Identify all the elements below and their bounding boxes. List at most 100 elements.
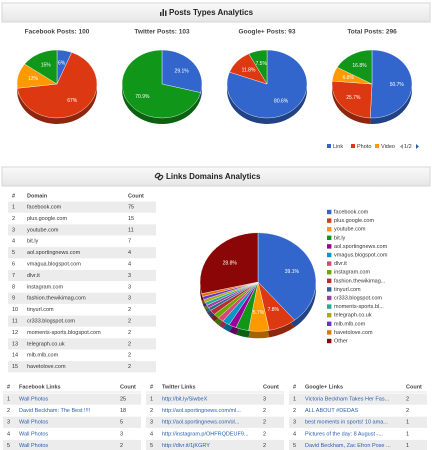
table-cell: 5 — [293, 443, 296, 449]
table-cell: 4 — [128, 261, 131, 267]
table-cell: Victoria Beckham Takes Her Fas... — [305, 396, 390, 402]
legend-swatch — [327, 244, 332, 249]
table-cell: 3 — [128, 273, 131, 279]
pie-title: Total Posts: 296 — [347, 29, 397, 36]
legend-label: Photo — [357, 144, 371, 150]
table-row — [3, 428, 141, 440]
legend-label: Other — [334, 338, 348, 344]
table-cell: Wall Photos — [19, 443, 48, 449]
table-cell: 1 — [406, 420, 409, 426]
slice-label: 25.7% — [346, 95, 361, 101]
table-row — [8, 315, 156, 327]
table-cell: 4 — [150, 431, 153, 437]
legend-swatch — [375, 144, 379, 148]
table-cell: 5 — [12, 250, 15, 256]
table-cell: havetolove.com — [27, 364, 66, 370]
table-row — [8, 304, 156, 316]
table-row — [146, 416, 284, 428]
table-cell: 2 — [263, 443, 266, 449]
table-row — [3, 405, 141, 417]
column-header: # — [293, 384, 296, 390]
legend-swatch — [327, 321, 332, 326]
pie-slice — [161, 49, 203, 93]
slice-label: 28.8% — [223, 260, 238, 266]
table-row — [8, 338, 156, 350]
legend-page: 1/2 — [404, 144, 412, 150]
table-cell: 5 — [120, 420, 123, 426]
table-cell: 1 — [150, 396, 153, 402]
legend-swatch — [327, 270, 332, 275]
column-header: Google+ Links — [305, 384, 343, 390]
table-cell: 2 — [128, 318, 131, 324]
column-header: Count — [120, 384, 136, 390]
table-cell: http://dlvr.it/1jKGRY — [162, 443, 210, 449]
pie-title: Twitter Posts: 103 — [134, 29, 190, 36]
table-cell: 4 — [128, 250, 131, 256]
legend-label: facebook.com — [334, 209, 369, 215]
table-row — [3, 416, 141, 428]
table-row — [8, 269, 156, 282]
link-icon — [154, 172, 164, 181]
legend-next — [416, 144, 419, 149]
table-row — [289, 405, 427, 417]
slice-label: 70.9% — [135, 94, 150, 100]
panel-header — [1, 166, 431, 187]
table-cell: fashion.thewikimag.com — [27, 296, 86, 302]
table-cell: 5 — [150, 443, 153, 449]
table-cell: 2 — [406, 408, 409, 414]
table-cell: 6 — [12, 261, 15, 267]
legend-swatch — [327, 278, 332, 283]
table-cell: 1 — [406, 443, 409, 449]
column-header: Count — [128, 193, 144, 199]
table-cell: aol.sportingnews.com — [27, 250, 81, 256]
table-cell: 2 — [263, 408, 266, 414]
table-cell: 4 — [12, 239, 15, 245]
table-cell: mlb.mlb.com — [27, 353, 59, 359]
table-cell: 2 — [12, 216, 15, 222]
table-cell: telegraph.co.uk — [27, 341, 65, 347]
legend-label: Link — [333, 144, 343, 150]
column-header: # — [7, 384, 10, 390]
legend-swatch — [327, 227, 332, 232]
table-cell: 2 — [128, 341, 131, 347]
table-row — [8, 258, 156, 270]
slice-label: 6% — [58, 61, 66, 67]
table-cell: 2 — [150, 408, 153, 414]
table-row — [289, 393, 427, 405]
legend-label: telegraph.co.uk — [334, 313, 372, 319]
slice-label: 7.5% — [256, 61, 268, 67]
pie-title: Google+ Posts: 93 — [239, 29, 296, 36]
table-cell: 2 — [128, 330, 131, 336]
legend-swatch — [327, 295, 332, 301]
legend-swatch — [327, 218, 332, 223]
table-cell: 3 — [150, 420, 153, 426]
pie-slice — [17, 52, 98, 119]
legend-swatch — [327, 287, 332, 292]
table-cell: 10 — [12, 307, 18, 313]
legend-swatch — [327, 235, 332, 240]
table-cell: plus.google.com — [27, 216, 67, 222]
legend-label: youtube.com — [334, 227, 366, 233]
table-cell: vmagua.blogspot.com — [27, 261, 81, 267]
table-cell: 11 — [12, 318, 18, 324]
table-cell: 3 — [293, 420, 296, 426]
table-cell: http://bit.ly/SiwbeX — [162, 396, 208, 402]
table-row — [146, 428, 284, 440]
panel-title: Posts Types Analytics — [169, 8, 254, 17]
legend-label: fashion.thewikimag... — [334, 278, 386, 284]
legend-swatch — [327, 330, 332, 335]
slice-label: 5.7% — [253, 310, 265, 316]
table-cell: 3 — [12, 227, 15, 233]
table-cell: tinyurl.com — [27, 307, 54, 313]
legend-label: mlb.mlb.com — [334, 321, 366, 327]
table-row — [8, 361, 156, 373]
pie-slice — [257, 232, 317, 321]
table-cell: moments-sports.blogspot.com — [27, 330, 101, 336]
table-row — [8, 224, 156, 236]
pie-slice — [370, 49, 413, 119]
table-cell: 15 — [12, 364, 18, 370]
table-cell: 14 — [12, 353, 18, 359]
table-cell: 2 — [128, 353, 131, 359]
legend-swatch — [327, 261, 332, 266]
